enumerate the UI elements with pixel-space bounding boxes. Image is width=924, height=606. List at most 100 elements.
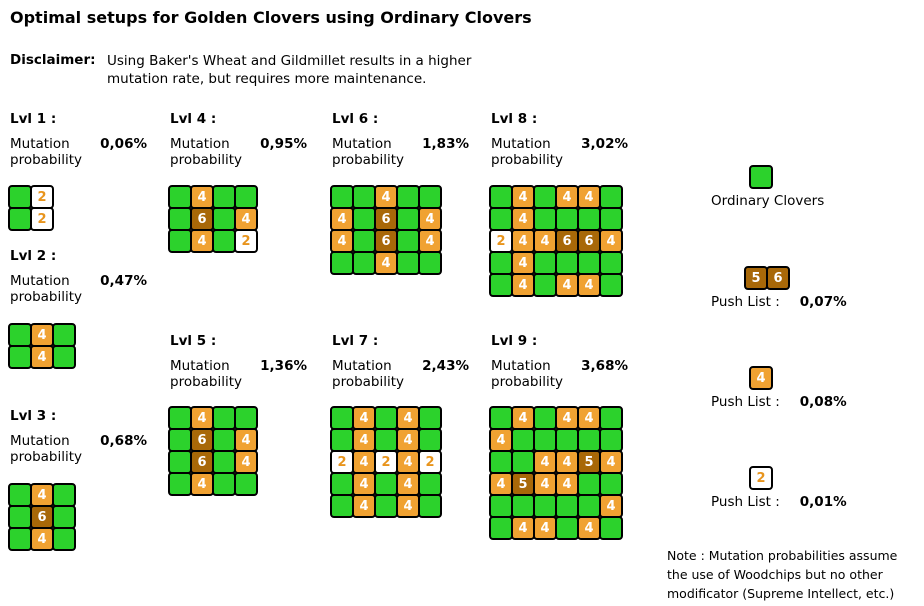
mutation-probability-label: Mutation probability: [170, 136, 242, 168]
ordinary-clover-cell: [374, 494, 398, 518]
grid-row: 4: [489, 428, 623, 452]
push-list-cell-4: 4: [577, 273, 601, 297]
mutation-probability-value: 0,47%: [100, 273, 147, 289]
ordinary-clover-cell: [8, 323, 32, 347]
level-6-title: Lvl 6 :: [332, 111, 379, 127]
ordinary-clover-cell: [8, 185, 32, 209]
level-block-8: Lvl 8 : Mutation probability 3,02% 4 4 4 4 2 4 4 6 6…: [489, 111, 641, 297]
push-list-cell-4: 4: [749, 366, 773, 390]
push-list-cell-5: 5: [511, 472, 535, 496]
push-list-cell-4: 4: [418, 229, 442, 253]
push-list-cell-4: 4: [418, 207, 442, 231]
ordinary-clover-cell: [533, 494, 557, 518]
grid-row: 4: [8, 345, 76, 369]
push-list-cell-4: 4: [330, 229, 354, 253]
ordinary-clover-cell: [489, 251, 513, 275]
level-5-title: Lvl 5 :: [170, 333, 217, 349]
mutation-probability-row: Mutation probability 0,95%: [170, 136, 307, 168]
grid-row: 4: [489, 207, 623, 231]
ordinary-clover-cell: [418, 428, 442, 452]
mutation-probability-label: Mutation probability: [332, 136, 404, 168]
ordinary-clover-cell: [511, 494, 535, 518]
grid-row: 4: [330, 185, 442, 209]
ordinary-clover-cell: [8, 483, 32, 507]
push-list-2-probability: 0,01%: [799, 494, 847, 510]
ordinary-clover-cell: [8, 207, 32, 231]
legend-push-4-label: Push List : 0,08%: [711, 394, 847, 410]
push-list-cell-6: 6: [190, 428, 214, 452]
push-list-cell-2: 2: [374, 450, 398, 474]
ordinary-clover-cell: [555, 251, 579, 275]
ordinary-clover-cell: [330, 472, 354, 496]
mutation-label-line-1: Mutation: [491, 358, 551, 374]
ordinary-clover-cell: [212, 472, 236, 496]
push-list-cell-4: 4: [190, 406, 214, 430]
ordinary-clover-cell: [599, 516, 623, 540]
push-list-cell-4: 4: [190, 185, 214, 209]
grid-row: 6: [8, 505, 76, 529]
push-list-cell-4: 4: [374, 185, 398, 209]
ordinary-clover-cell: [234, 406, 258, 430]
push-list-cell-6: 6: [766, 266, 790, 290]
push-list-cell-4: 4: [30, 345, 54, 369]
ordinary-clover-cell: [555, 494, 579, 518]
mutation-label-line-1: Mutation: [332, 358, 392, 374]
push-list-cell-6: 6: [555, 229, 579, 253]
push-list-cell-4: 4: [396, 472, 420, 496]
ordinary-clover-cell: [511, 450, 535, 474]
push-list-cell-4: 4: [555, 273, 579, 297]
push-list-cell-4: 4: [511, 207, 535, 231]
ordinary-clover-cell: [234, 472, 258, 496]
ordinary-clover-cell: [489, 406, 513, 430]
ordinary-clover-cell: [577, 251, 601, 275]
ordinary-clover-cell: [212, 450, 236, 474]
ordinary-clover-cell: [555, 428, 579, 452]
mutation-label-line-1: Mutation: [10, 433, 70, 449]
push-list-cell-4: 4: [511, 273, 535, 297]
legend-ordinary-clovers: Ordinary Clovers: [711, 165, 824, 209]
push-list-cell-4: 4: [555, 406, 579, 430]
push-list-cell-6: 6: [374, 207, 398, 231]
push-list-cell-4: 4: [30, 527, 54, 551]
push-list-cell-4: 4: [352, 428, 376, 452]
ordinary-clover-cell: [374, 472, 398, 496]
ordinary-clover-cell: [577, 428, 601, 452]
mutation-probability-value: 3,02%: [581, 136, 628, 152]
grid-row: 4: [489, 494, 623, 518]
ordinary-clover-cell: [212, 428, 236, 452]
grid-row: 4: [489, 251, 623, 275]
mutation-label-line-2: probability: [170, 152, 243, 168]
ordinary-clover-cell: [168, 428, 192, 452]
level-block-9: Lvl 9 : Mutation probability 3,68% 4 4 4 4 4 4 5 4 4…: [489, 333, 641, 540]
mutation-probability-row: Mutation probability 3,68%: [491, 358, 628, 390]
push-list-cell-4: 4: [555, 185, 579, 209]
push-list-cell-4: 4: [396, 428, 420, 452]
push-list-cell-2: 2: [234, 229, 258, 253]
ordinary-clover-cell: [599, 406, 623, 430]
grid-row: 4: [8, 483, 76, 507]
level-7-title: Lvl 7 :: [332, 333, 379, 349]
push-list-cell-4: 4: [190, 472, 214, 496]
mutation-label-line-1: Mutation: [170, 358, 230, 374]
ordinary-clover-cell: [52, 527, 76, 551]
push-list-cell-2: 2: [749, 466, 773, 490]
ordinary-clover-cell: [533, 428, 557, 452]
ordinary-clover-cell: [599, 251, 623, 275]
legend-ordinary-label: Ordinary Clovers: [711, 193, 825, 209]
mutation-label-line-1: Mutation: [170, 136, 230, 152]
level-block-3: Lvl 3 : Mutation probability 0,68% 4 6 4: [8, 408, 160, 551]
ordinary-clover-cell: [577, 494, 601, 518]
legend-ordinary-swatch: [749, 165, 824, 189]
push-list-cell-4: 4: [30, 323, 54, 347]
push-list-cell-4: 4: [511, 251, 535, 275]
mutation-label-line-2: probability: [491, 152, 564, 168]
ordinary-clover-cell: [533, 273, 557, 297]
